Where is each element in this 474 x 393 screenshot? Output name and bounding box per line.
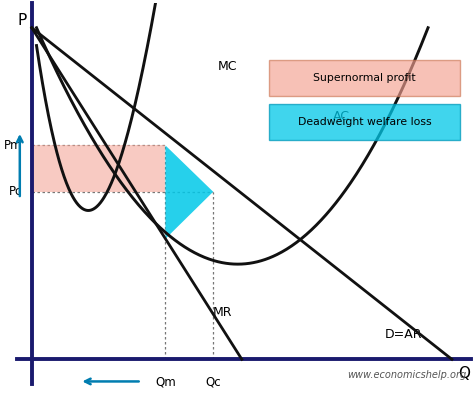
FancyBboxPatch shape: [269, 104, 460, 140]
Text: www.economicshelp.org: www.economicshelp.org: [347, 371, 466, 380]
Text: Deadweight welfare loss: Deadweight welfare loss: [298, 117, 431, 127]
Text: Qm: Qm: [155, 375, 176, 388]
Text: D=AR: D=AR: [385, 328, 423, 341]
FancyBboxPatch shape: [269, 60, 460, 96]
Text: Pm: Pm: [4, 139, 22, 152]
Text: AC: AC: [333, 110, 349, 123]
Polygon shape: [165, 145, 213, 239]
Bar: [32, 145, 165, 192]
Text: P: P: [18, 13, 27, 28]
Text: MR: MR: [213, 307, 233, 320]
Text: Pc: Pc: [9, 185, 22, 198]
Text: Qc: Qc: [205, 375, 221, 388]
Text: Q: Q: [458, 366, 470, 382]
Text: Supernormal profit: Supernormal profit: [313, 73, 416, 83]
Text: MC: MC: [218, 61, 237, 73]
